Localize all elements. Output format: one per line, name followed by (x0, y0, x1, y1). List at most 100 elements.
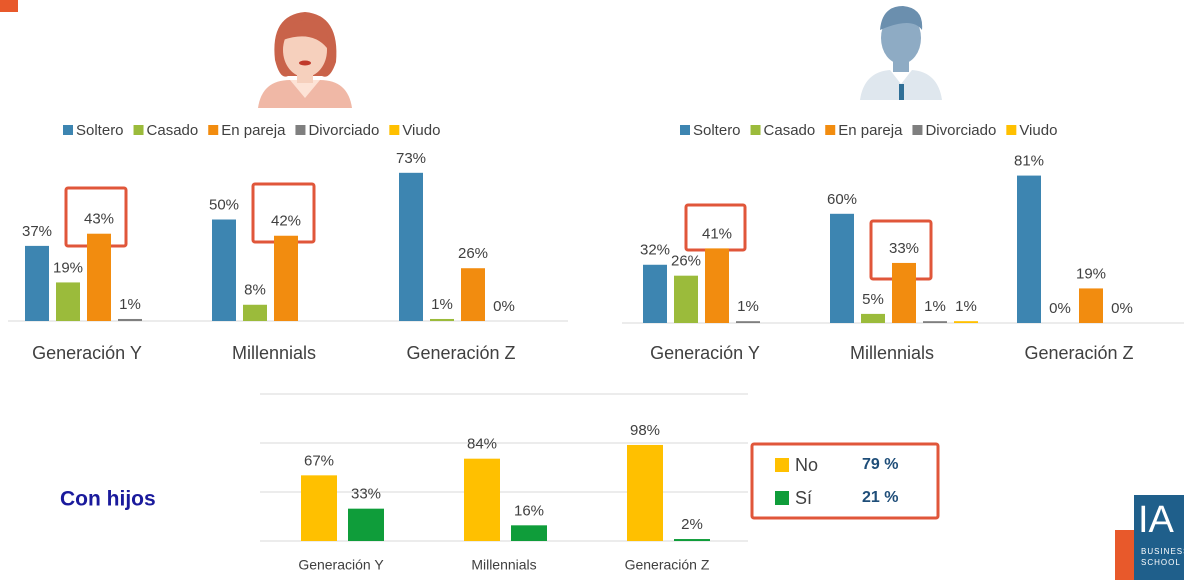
legend-label: En pareja (221, 122, 286, 139)
x-tick-label: Millennials (232, 343, 316, 363)
data-label: 50% (209, 196, 239, 213)
data-label: 26% (671, 253, 701, 270)
data-label: 67% (304, 452, 334, 469)
data-label: 8% (244, 282, 266, 299)
bar (430, 318, 454, 321)
legend-swatch (208, 125, 219, 135)
bar (301, 475, 337, 541)
legend-total: 21 % (862, 489, 898, 506)
data-label: 16% (514, 502, 544, 519)
bar (674, 539, 710, 541)
data-label: 37% (22, 223, 52, 240)
bar (348, 508, 384, 541)
bar (674, 275, 698, 323)
data-label: 1% (737, 298, 759, 315)
data-label: 33% (351, 486, 381, 503)
legend-label: Divorciado (308, 122, 379, 139)
data-label: 0% (1111, 300, 1133, 317)
bar (243, 304, 267, 321)
bar (461, 268, 485, 321)
data-label: 42% (271, 213, 301, 230)
bar (954, 321, 978, 323)
data-label: 81% (1014, 153, 1044, 170)
data-label: 84% (467, 436, 497, 453)
x-tick-label: Generación Z (625, 557, 710, 573)
legend-swatch (775, 491, 789, 505)
data-label: 41% (702, 225, 732, 242)
legend-swatch (295, 125, 306, 135)
legend-label: Viudo (1019, 122, 1057, 139)
data-label: 33% (889, 240, 919, 257)
legend-swatch (1006, 125, 1017, 135)
data-label: 1% (955, 298, 977, 315)
legend-label: Casado (764, 122, 816, 139)
bar (25, 245, 49, 321)
legend-swatch (775, 458, 789, 472)
bar (830, 213, 854, 323)
data-label: 0% (1049, 300, 1071, 317)
legend-label: Sí (795, 488, 812, 508)
legend-label: No (795, 455, 818, 475)
legend-swatch (680, 125, 690, 135)
x-tick-label: Generación Y (298, 557, 384, 573)
data-label: 43% (84, 211, 114, 228)
data-label: 19% (1076, 265, 1106, 282)
data-label: 26% (458, 245, 488, 262)
legend-label: Casado (147, 122, 199, 139)
legend-total: 79 % (862, 456, 898, 473)
legend-swatch (750, 125, 761, 135)
bar (892, 262, 916, 323)
corner-mark (0, 0, 18, 12)
bar (627, 444, 663, 541)
data-label: 73% (396, 150, 426, 167)
x-tick-label: Generación Y (650, 343, 760, 363)
legend-swatch (133, 125, 144, 135)
legend-swatch (63, 125, 73, 135)
bar (861, 313, 885, 323)
legend-label: Soltero (76, 122, 124, 139)
data-label: 98% (630, 422, 660, 439)
bar (118, 318, 142, 321)
data-label: 60% (827, 191, 857, 208)
data-label: 0% (493, 298, 515, 315)
bar (56, 282, 80, 321)
x-tick-label: Generación Z (406, 343, 515, 363)
legend-swatch (912, 125, 923, 135)
bar (464, 458, 500, 541)
legend-swatch (389, 125, 400, 135)
logo-name: IA (1138, 499, 1175, 541)
bar (923, 321, 947, 323)
bar (212, 219, 236, 321)
bar (736, 321, 760, 323)
legend-label: En pareja (838, 122, 903, 139)
bar (511, 525, 547, 541)
bar (399, 172, 423, 321)
bar (87, 233, 111, 321)
data-label: 2% (681, 516, 703, 533)
x-tick-label: Generación Z (1024, 343, 1133, 363)
bar (1079, 288, 1103, 323)
legend-label: Soltero (693, 122, 741, 139)
data-label: 1% (431, 296, 453, 313)
x-tick-label: Millennials (471, 557, 536, 573)
bar (274, 235, 298, 321)
logo-line: SCHOOL (1141, 558, 1181, 567)
x-tick-label: Millennials (850, 343, 934, 363)
woman-icon (258, 12, 352, 108)
legend-label: Divorciado (925, 122, 996, 139)
data-label: 1% (119, 296, 141, 313)
chart-title: Con hijos (60, 488, 156, 511)
data-label: 32% (640, 242, 670, 259)
legend-swatch (825, 125, 836, 135)
bar (705, 248, 729, 323)
data-label: 1% (924, 298, 946, 315)
bar (1017, 175, 1041, 323)
man-icon (860, 6, 942, 100)
data-label: 19% (53, 259, 83, 276)
x-tick-label: Generación Y (32, 343, 142, 363)
legend-label: Viudo (402, 122, 440, 139)
bar (643, 264, 667, 323)
